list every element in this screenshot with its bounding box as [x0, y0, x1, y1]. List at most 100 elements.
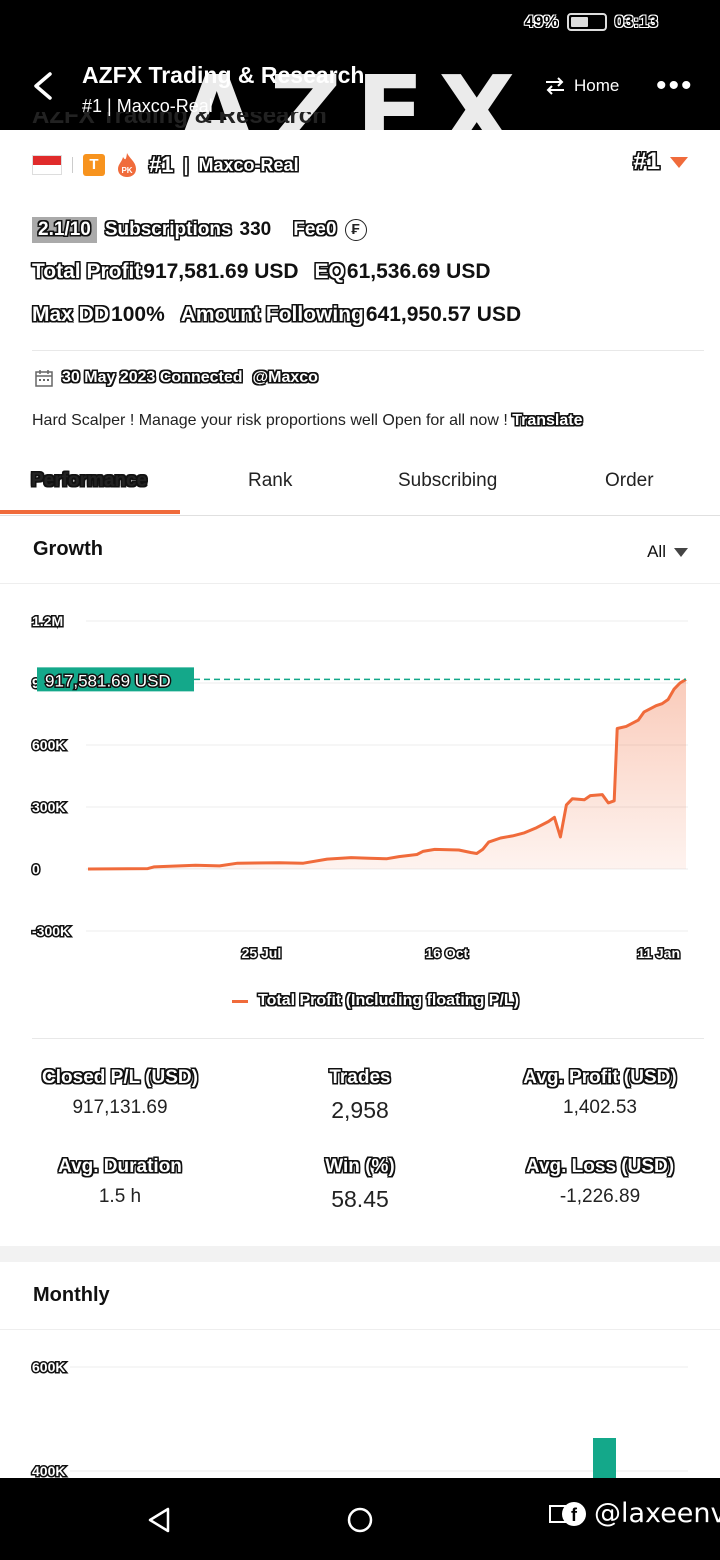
metric-label: Closed P/L (USD)	[42, 1067, 198, 1088]
strategy-description: Hard Scalper ! Manage your risk proporti…	[32, 412, 583, 430]
pk-flame-icon: PK	[118, 153, 136, 177]
monthly-y-tick: 600K	[32, 1359, 65, 1375]
monthly-chart: 600K 400K	[31, 1358, 688, 1478]
watermark: f @laxeenv	[548, 1498, 720, 1529]
home-button[interactable]: Home	[544, 76, 619, 96]
page-subtitle: #1 | Maxco-Real	[82, 96, 213, 116]
subscriptions-label: Subscriptions	[104, 219, 232, 240]
max-dd-label: Max DD	[32, 303, 110, 326]
tab-order[interactable]: Order	[605, 470, 654, 491]
facebook-icon: f	[549, 1501, 586, 1526]
rank-label: #1	[149, 152, 174, 177]
home-label: Home	[574, 76, 620, 95]
y-tick-label: 300K	[32, 799, 65, 815]
x-tick-label: 25 Jul	[242, 945, 282, 961]
tab-performance[interactable]: Performance	[31, 470, 148, 491]
monthly-y-tick: 400K	[32, 1463, 65, 1478]
profile-title: AZFX Trading & Research	[32, 112, 327, 129]
active-tab-indicator	[0, 510, 180, 514]
metric-label: Avg. Profit (USD)	[523, 1067, 677, 1088]
series-area	[88, 679, 686, 869]
monthly-title: Monthly	[33, 1284, 110, 1306]
y-tick-label: 1.2M	[32, 613, 63, 629]
drawdown-row: Max DD 100% Amount Following 641,950.57 …	[32, 303, 537, 327]
broker-handle[interactable]: @Maxco	[252, 369, 318, 386]
tab-bar: Performance Rank Subscribing Order	[0, 460, 720, 516]
connection-row: 30 May 2023 Connected @Maxco	[34, 368, 318, 388]
amount-following-value: 641,950.57 USD	[365, 303, 522, 326]
period-filter[interactable]: All	[647, 542, 688, 562]
azfx-watermark: AZFX	[178, 54, 530, 130]
y-tick-label: 0	[32, 861, 40, 877]
subscriptions-value: 330	[239, 219, 272, 240]
home-nav-icon[interactable]	[346, 1506, 374, 1534]
amount-following-label: Amount Following	[180, 303, 364, 326]
metric-label: Win (%)	[325, 1156, 395, 1177]
tab-subscribing[interactable]: Subscribing	[398, 470, 498, 491]
swap-arrows-icon	[546, 77, 564, 95]
score-row: 2.1/10 Subscriptions 330 Fee 0 ₣	[32, 217, 367, 243]
max-dd-value: 100%	[111, 303, 165, 326]
period-filter-label: All	[647, 542, 666, 561]
caret-down-icon	[674, 547, 688, 557]
rank-dropdown-label: #1	[633, 148, 660, 175]
metric-trades: Trades 2,958	[240, 1067, 480, 1124]
section-separator	[0, 1246, 720, 1262]
y-tick-label: -300K	[32, 923, 70, 939]
profit-row: Total Profit 917,581.69 USD EQ 61,536.69…	[32, 260, 507, 284]
growth-header: Growth All	[0, 516, 720, 584]
score-badge: 2.1/10	[32, 217, 97, 243]
tab-rank[interactable]: Rank	[248, 470, 293, 491]
metric-label: Trades	[329, 1067, 391, 1088]
metric-closed-pl: Closed P/L (USD) 917,131.69	[0, 1067, 240, 1119]
svg-text:PK: PK	[121, 166, 132, 175]
x-tick-label: 11 Jan	[637, 945, 680, 961]
fee-label: Fee	[293, 219, 326, 240]
growth-title: Growth	[33, 538, 103, 560]
total-profit-value: 917,581.69 USD	[143, 260, 299, 283]
metric-avg-loss: Avg. Loss (USD) -1,226.89	[480, 1156, 720, 1208]
metric-avg-duration: Avg. Duration 1.5 h	[0, 1156, 240, 1208]
metric-value: 917,131.69	[72, 1097, 168, 1118]
system-nav-bar: f @laxeenv	[0, 1478, 720, 1560]
page-title: AZFX Trading & Research	[82, 62, 365, 88]
translate-link[interactable]: Translate	[512, 412, 583, 429]
rank-separator: |	[183, 154, 189, 175]
eq-value: 61,536.69 USD	[346, 260, 491, 283]
battery-percent: 49%	[524, 12, 559, 31]
metric-value: 2,958	[331, 1097, 389, 1123]
t-badge-icon: T	[83, 154, 105, 176]
watermark-handle: @laxeenv	[594, 1498, 720, 1529]
back-arrow-icon[interactable]	[24, 64, 64, 108]
total-profit-label: Total Profit	[32, 260, 142, 283]
metric-win-rate: Win (%) 58.45	[240, 1156, 480, 1213]
coin-icon: ₣	[344, 219, 367, 241]
rank-dropdown[interactable]: #1	[633, 148, 688, 176]
divider	[72, 157, 73, 173]
metric-value: 1.5 h	[98, 1186, 142, 1207]
account-label: Maxco-Real	[198, 154, 299, 175]
y-tick-label: 600K	[32, 737, 65, 753]
description-text: Hard Scalper ! Manage your risk proporti…	[32, 412, 508, 429]
monthly-header: Monthly	[0, 1262, 720, 1330]
metric-value: 1,402.53	[563, 1097, 637, 1118]
eq-label: EQ	[314, 260, 345, 283]
caret-down-icon	[670, 156, 688, 168]
more-options-icon[interactable]: •••	[656, 69, 694, 102]
divider	[32, 1038, 704, 1039]
metric-value: -1,226.89	[559, 1186, 641, 1207]
chart-legend: Total Profit (Including floating P/L)	[232, 992, 519, 1010]
indonesia-flag-icon	[32, 155, 62, 175]
metric-label: Avg. Loss (USD)	[525, 1156, 675, 1177]
svg-text:f: f	[571, 1505, 578, 1525]
battery-icon	[566, 13, 607, 31]
divider	[32, 350, 704, 351]
fee-value: 0	[325, 219, 337, 240]
app-bar: AZFX AZFX Trading & Research #1 | Maxco-…	[0, 46, 720, 130]
clock: 03:13	[614, 12, 658, 31]
back-nav-icon[interactable]	[146, 1506, 174, 1534]
legend-swatch	[232, 999, 248, 1003]
calendar-icon	[35, 370, 53, 387]
